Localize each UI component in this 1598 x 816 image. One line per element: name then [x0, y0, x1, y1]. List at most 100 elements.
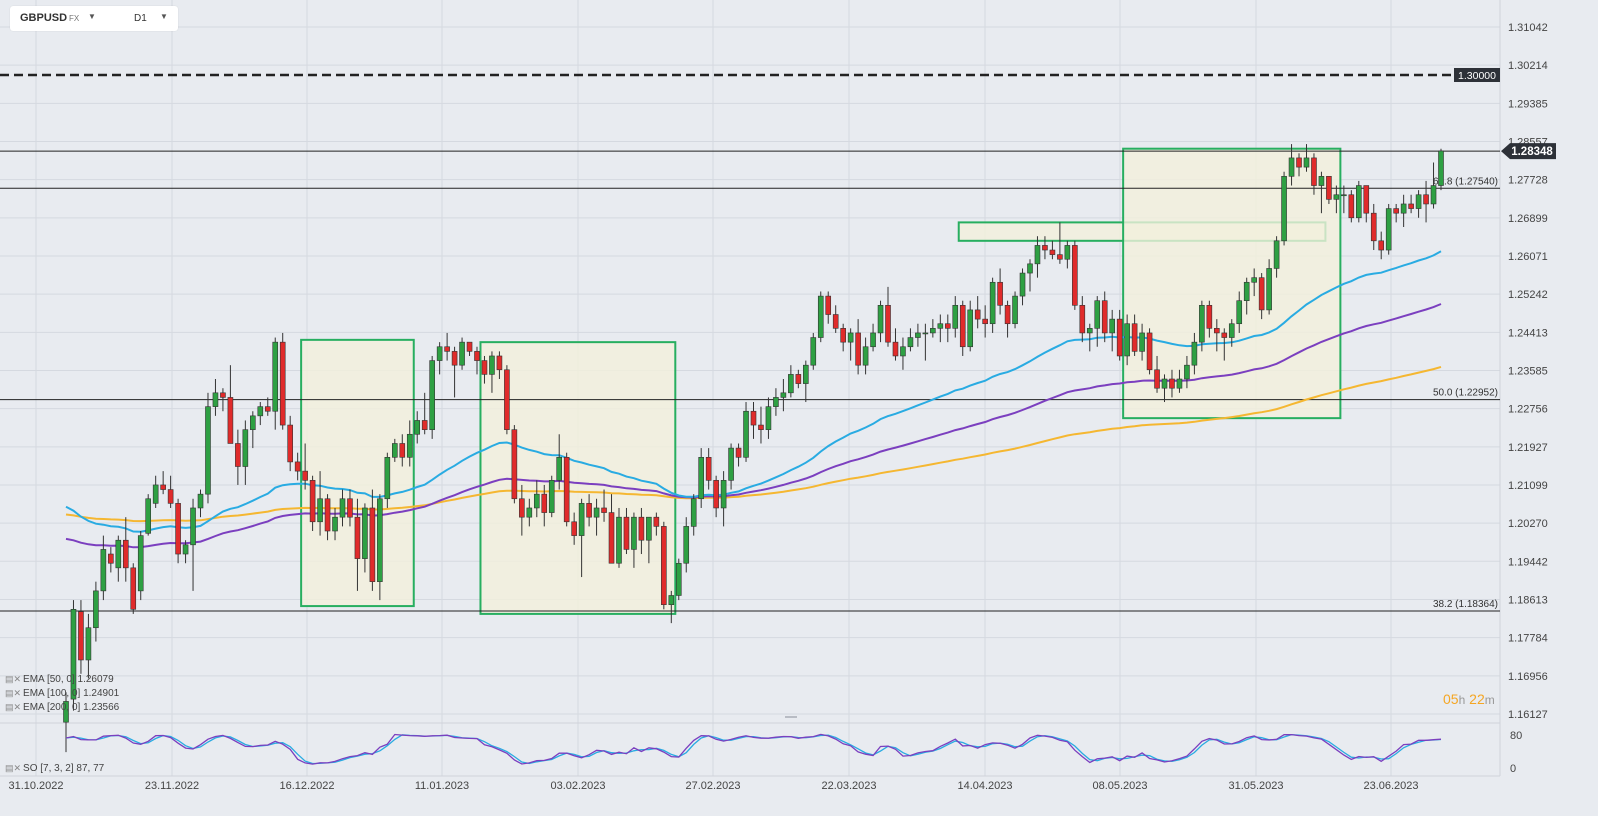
candle-up	[646, 516, 652, 541]
candle-down	[1370, 212, 1377, 242]
settings-icon[interactable]: ▤✕	[5, 702, 22, 712]
candle-down	[758, 424, 764, 430]
candle-down	[1206, 305, 1213, 329]
time-tick-label: 23.11.2022	[145, 780, 199, 792]
candle-down	[1049, 249, 1056, 255]
candle-up	[1355, 185, 1362, 219]
candle-down	[279, 341, 286, 426]
candle-up	[989, 281, 996, 325]
candle-up	[616, 516, 622, 564]
chevron-down-icon[interactable]: ▼	[88, 12, 96, 21]
candle-down	[264, 406, 271, 412]
candle-up	[137, 535, 144, 592]
legend-stochastic[interactable]: ▤✕ SO [7, 3, 2] 87, 77	[5, 763, 104, 774]
candle-up	[1124, 323, 1130, 357]
candle-up	[1281, 176, 1287, 242]
candle-up	[1012, 295, 1018, 325]
settings-icon[interactable]: ▤✕	[5, 688, 22, 698]
candle-up	[257, 406, 264, 417]
candle-up	[780, 392, 787, 398]
candle-up	[1176, 378, 1183, 389]
candle-up	[1139, 332, 1145, 352]
candle-down	[1079, 305, 1086, 334]
candle-up	[631, 516, 637, 550]
candle-down	[1169, 378, 1175, 389]
legend-ema-200[interactable]: ▤✕ EMA [200, 0] 1.23566	[5, 702, 119, 713]
candle-down	[235, 443, 241, 467]
time-tick-label: 16.12.2022	[279, 780, 334, 792]
candle-up	[1199, 305, 1205, 343]
candle-up	[1019, 272, 1026, 297]
candle-down	[1146, 332, 1153, 371]
oscillator-tick-label: 0	[1510, 763, 1516, 775]
candle-up	[930, 328, 936, 334]
candle-up	[907, 337, 914, 348]
price-tick-label: 1.27728	[1508, 175, 1548, 187]
price-tick-label: 1.16956	[1508, 671, 1548, 683]
candle-up	[817, 295, 824, 338]
time-tick-label: 23.06.2023	[1363, 780, 1418, 792]
candle-up	[212, 392, 219, 407]
candle-down	[474, 351, 480, 361]
legend-ema-200-label: EMA [200, 0] 1.23566	[23, 702, 120, 713]
candle-down	[444, 346, 450, 352]
timeframe-selector[interactable]: D1	[134, 13, 147, 24]
candle-up	[1236, 300, 1243, 325]
candle-down	[1311, 157, 1317, 186]
candle-down	[661, 526, 667, 605]
candle-up	[1191, 341, 1198, 366]
candle-up	[526, 507, 533, 518]
candle-down	[421, 420, 428, 430]
candle-up	[406, 433, 413, 458]
candle-down	[638, 516, 645, 541]
settings-icon[interactable]: ▤✕	[5, 763, 22, 773]
candle-down	[1408, 203, 1414, 209]
chevron-down-icon[interactable]: ▼	[160, 12, 168, 21]
candle-up	[937, 323, 944, 329]
candle-down	[160, 484, 166, 490]
candle-up	[197, 493, 204, 509]
candle-up	[190, 507, 196, 546]
candle-up	[1303, 157, 1310, 168]
candle-up	[690, 498, 697, 527]
price-tick-label: 1.21099	[1508, 480, 1548, 492]
candle-up	[1438, 150, 1444, 186]
candle-down	[294, 461, 301, 472]
candle-down	[855, 332, 861, 366]
legend-ema-50[interactable]: ▤✕ EMA [50, 0] 1.26079	[5, 674, 114, 685]
symbol-selector[interactable]: GBPUSD FX ▼ D1 ▼	[10, 6, 178, 31]
horizontal-lines[interactable]: 61.8 (1.27540) 50.0 (1.22952) 38.2 (1.1836…	[0, 73, 1500, 612]
ema-lines	[65, 250, 1442, 549]
price-tick-label: 1.26899	[1508, 213, 1548, 225]
candle-up	[810, 337, 817, 366]
price-tick-label: 1.20270	[1508, 518, 1548, 530]
candle-up	[392, 443, 398, 458]
candle-down	[563, 457, 570, 523]
candle-down	[302, 470, 308, 481]
candle-up	[1161, 378, 1168, 389]
candle-up	[952, 305, 959, 329]
candle-up	[675, 562, 682, 596]
fib-level-label: 38.2 (1.18364)	[1433, 599, 1498, 610]
candle-up	[1243, 281, 1250, 301]
candle-down	[1042, 245, 1048, 251]
candle-up	[317, 498, 323, 523]
candle-down	[601, 507, 607, 513]
stochastic-k-line	[65, 733, 1442, 765]
candle-down	[1057, 254, 1063, 260]
candle-down	[959, 305, 966, 348]
settings-icon[interactable]: ▤✕	[5, 674, 22, 684]
candle-down	[122, 539, 129, 569]
candle-down	[885, 305, 891, 343]
candle-down	[840, 328, 846, 343]
candle-up	[1318, 176, 1325, 186]
candles	[63, 144, 1444, 753]
candle-up	[362, 507, 368, 559]
current-price-tag	[1501, 143, 1556, 160]
candle-down	[347, 498, 353, 518]
candle-down	[1326, 176, 1332, 200]
candle-down	[750, 410, 757, 426]
candle-up	[1228, 323, 1235, 338]
legend-ema-100[interactable]: ▤✕ EMA [100, 0] 1.24901	[5, 688, 119, 699]
